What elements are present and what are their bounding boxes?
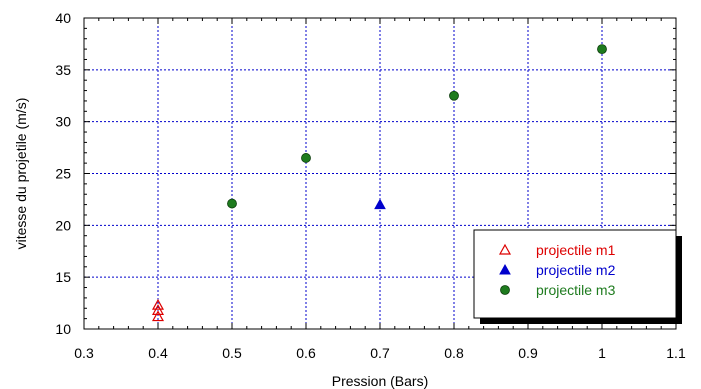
x-tick-label: 0.4	[148, 345, 168, 361]
y-tick-label: 40	[55, 10, 71, 26]
legend-marker	[498, 243, 512, 255]
x-tick-label: 0.8	[444, 345, 464, 361]
y-axis-label: vitesse du projetile (m/s)	[13, 98, 29, 250]
x-tick-label: 0.6	[296, 345, 316, 361]
legend: projectile m1 projectile m2 projectile m3	[473, 229, 682, 324]
x-tick-label: 0.7	[370, 345, 390, 361]
legend-label: projectile m1	[536, 242, 616, 258]
data-point	[227, 198, 237, 209]
legend-marker	[499, 263, 511, 275]
y-tick-label: 25	[55, 166, 71, 182]
data-point	[597, 44, 607, 54]
data-point	[151, 304, 165, 315]
legend-label: projectile m2	[536, 262, 616, 278]
y-tick-label: 15	[55, 269, 71, 285]
legend-marker	[500, 285, 510, 295]
x-axis-label: Pression (Bars)	[332, 373, 428, 389]
data-point	[301, 153, 311, 163]
y-tick-label: 35	[55, 62, 71, 78]
x-tick-label: 1	[598, 345, 606, 361]
axis-ticks	[83, 17, 677, 330]
y-tick-label: 20	[55, 217, 71, 233]
data-point	[374, 198, 386, 210]
legend-label: projectile m3	[536, 282, 616, 298]
x-tick-labels: 0.3 0.4 0.5 0.6 0.7 0.8 0.9 1 1.1	[74, 345, 686, 361]
data-point	[151, 298, 165, 310]
y-tick-labels: 10 15 20 25 30 35 40	[55, 10, 71, 337]
y-tick-label: 30	[55, 114, 71, 130]
x-tick-label: 0.9	[518, 345, 538, 361]
data-point	[449, 90, 459, 101]
legend-items: projectile m1 projectile m2 projectile m3	[498, 242, 616, 298]
x-tick-label: 0.5	[222, 345, 242, 361]
x-tick-label: 1.1	[666, 345, 686, 361]
x-tick-label: 0.3	[74, 345, 94, 361]
data-points	[151, 44, 607, 322]
y-tick-label: 10	[55, 321, 71, 337]
data-point	[151, 310, 165, 322]
